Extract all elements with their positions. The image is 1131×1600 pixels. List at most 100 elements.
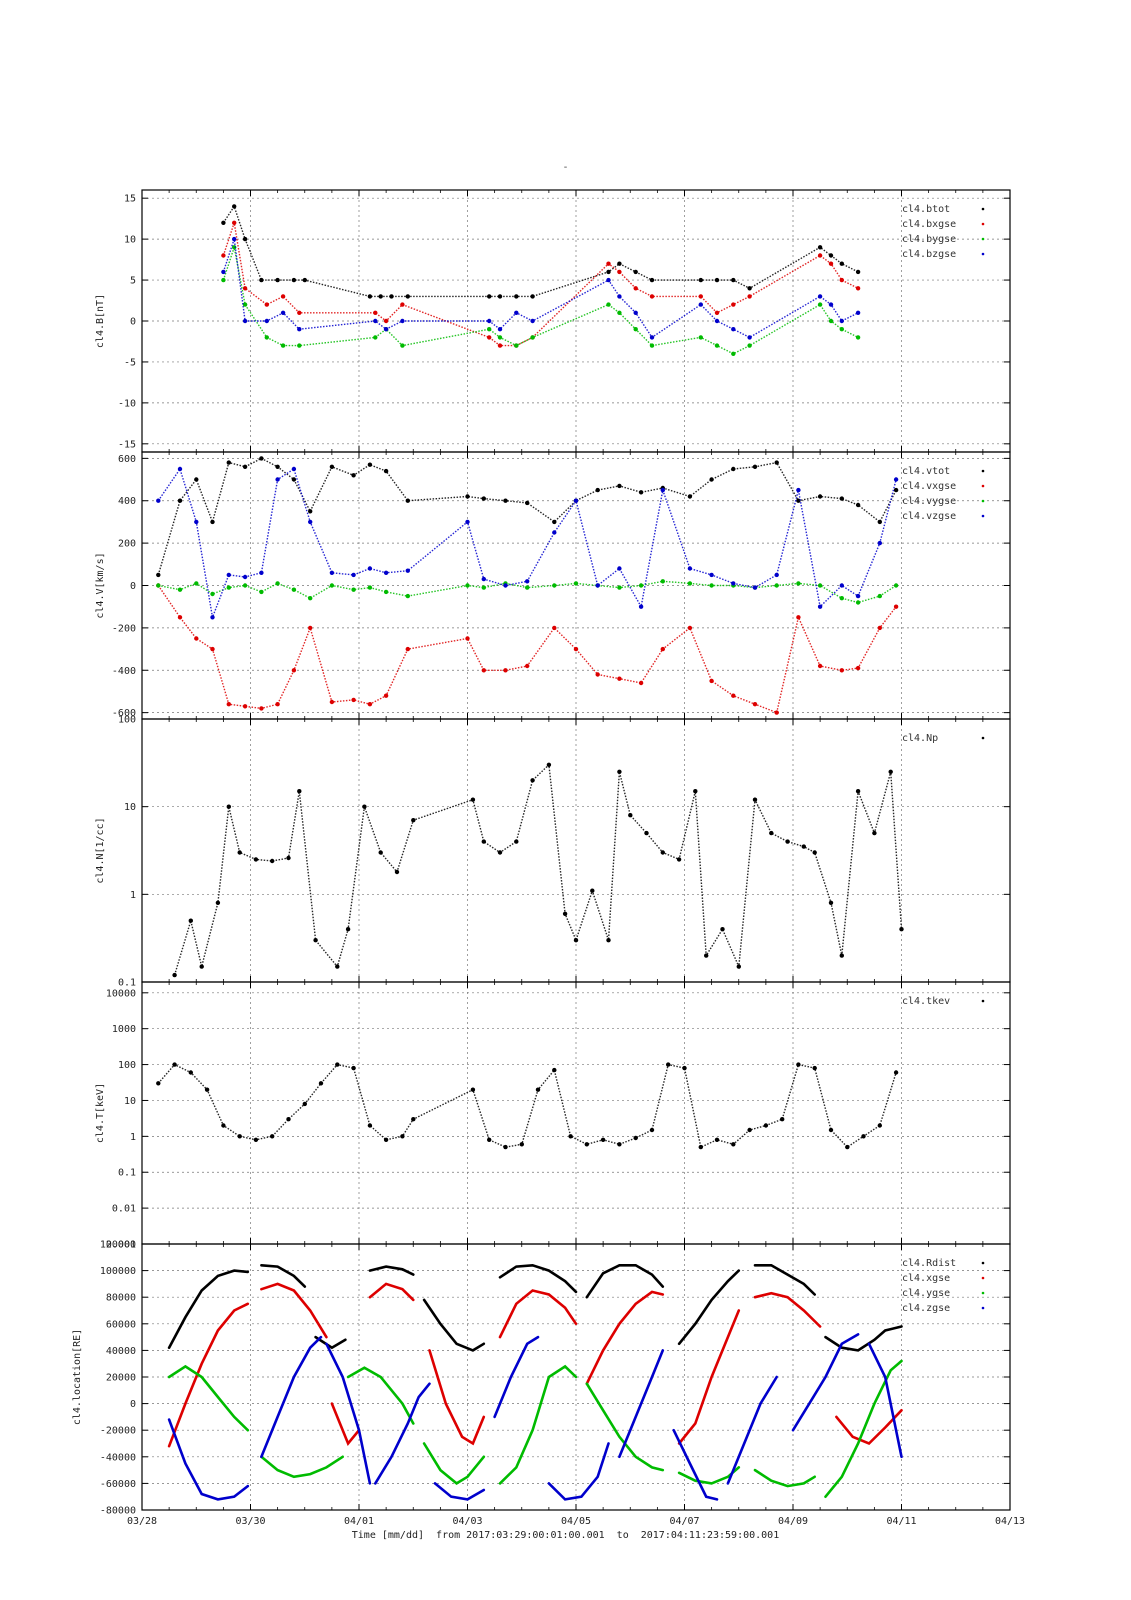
data-point bbox=[232, 220, 237, 225]
data-point bbox=[177, 615, 183, 620]
data-point bbox=[400, 343, 405, 348]
data-point bbox=[259, 456, 264, 461]
y-tick-label: 10 bbox=[124, 802, 136, 813]
data-point bbox=[872, 830, 877, 836]
data-point bbox=[405, 498, 410, 503]
data-point bbox=[568, 1134, 573, 1139]
data-point bbox=[275, 477, 280, 482]
y-tick-label: 100000 bbox=[100, 1266, 136, 1277]
data-point bbox=[242, 318, 248, 324]
data-point bbox=[503, 498, 508, 503]
data-point bbox=[242, 704, 248, 709]
data-point bbox=[649, 277, 655, 283]
data-point bbox=[617, 585, 622, 590]
data-point bbox=[367, 462, 373, 467]
data-point bbox=[552, 625, 557, 631]
data-point bbox=[562, 911, 568, 916]
data-point bbox=[297, 310, 302, 315]
y-tick-label: 0.1 bbox=[118, 1168, 136, 1179]
series-cl4.vzgse bbox=[156, 466, 899, 620]
data-point bbox=[264, 302, 269, 307]
data-point bbox=[525, 585, 530, 590]
data-point bbox=[855, 269, 861, 275]
data-point bbox=[817, 294, 823, 299]
y-axis-label: cl4.V[km/s] bbox=[95, 552, 106, 618]
data-point bbox=[731, 351, 736, 356]
data-point bbox=[774, 572, 779, 578]
data-point bbox=[291, 466, 297, 472]
data-point bbox=[752, 797, 758, 802]
data-point bbox=[221, 1123, 226, 1128]
data-point bbox=[345, 927, 351, 932]
legend-entry: cl4.Rdist bbox=[902, 1258, 956, 1269]
data-point bbox=[351, 587, 356, 592]
data-point bbox=[308, 625, 313, 631]
data-point bbox=[796, 1062, 801, 1067]
y-tick-label: 0 bbox=[130, 317, 136, 328]
data-point bbox=[302, 1101, 307, 1107]
data-point bbox=[666, 1062, 671, 1067]
y-tick-label: 10000 bbox=[106, 988, 136, 999]
data-point bbox=[481, 576, 486, 582]
data-point bbox=[546, 762, 552, 767]
data-point bbox=[497, 327, 503, 332]
panel-2: -600 -400 -200 0 200 400 600 cl4.V[km/s] cl4.vto… bbox=[95, 451, 1011, 720]
data-point bbox=[530, 318, 535, 324]
data-point bbox=[156, 572, 161, 578]
data-point bbox=[698, 335, 703, 340]
panel-3: 0.1 1 10 100 cl4.N[1/cc] cl4.Np bbox=[95, 715, 1011, 989]
data-point bbox=[351, 697, 356, 703]
data-point bbox=[514, 839, 519, 844]
data-point bbox=[318, 1081, 324, 1086]
data-point bbox=[877, 625, 882, 631]
data-point bbox=[752, 702, 758, 707]
data-point bbox=[638, 490, 644, 495]
data-point bbox=[839, 318, 844, 324]
panel-4: 0.001 0.01 0.1 1 10 100 1000 10000 cl4.T[keV] cl4… bbox=[95, 981, 1011, 1251]
data-point bbox=[481, 839, 486, 844]
legend-marker bbox=[981, 1276, 985, 1280]
data-point bbox=[275, 464, 280, 469]
data-point bbox=[275, 277, 280, 283]
data-point bbox=[221, 269, 226, 275]
data-point bbox=[660, 646, 665, 652]
data-point bbox=[465, 519, 470, 525]
data-point bbox=[411, 818, 416, 823]
data-point bbox=[172, 1062, 177, 1067]
y-tick-label: -200 bbox=[112, 623, 136, 634]
y-tick-label: -5 bbox=[124, 357, 136, 368]
data-point bbox=[617, 769, 622, 774]
data-point bbox=[855, 502, 861, 508]
data-point bbox=[383, 1137, 389, 1143]
y-tick-label: 200 bbox=[118, 539, 136, 550]
data-point bbox=[714, 277, 720, 283]
data-point bbox=[687, 581, 693, 586]
series-trace bbox=[222, 238, 859, 339]
data-point bbox=[497, 343, 503, 348]
data-point bbox=[210, 519, 215, 525]
data-point bbox=[329, 570, 335, 575]
legend-entry: cl4.bxgse bbox=[902, 219, 956, 230]
data-point bbox=[628, 813, 633, 818]
data-point bbox=[226, 585, 231, 590]
legend-entry: cl4.bygse bbox=[902, 234, 956, 245]
data-point bbox=[796, 581, 801, 586]
data-point bbox=[839, 277, 844, 283]
data-point bbox=[302, 277, 307, 283]
data-point bbox=[552, 530, 557, 535]
legend-marker bbox=[981, 1306, 985, 1310]
data-point bbox=[573, 581, 579, 586]
data-point bbox=[698, 1144, 703, 1150]
data-point bbox=[649, 335, 655, 340]
data-point bbox=[519, 1142, 524, 1147]
data-point bbox=[514, 294, 519, 299]
data-point bbox=[237, 1134, 242, 1139]
data-point bbox=[899, 927, 904, 932]
panel-data bbox=[167, 1263, 903, 1501]
data-point bbox=[888, 769, 893, 774]
y-tick-label: 100 bbox=[118, 715, 136, 726]
data-point bbox=[812, 850, 817, 855]
legend-marker bbox=[981, 514, 985, 518]
legend-marker bbox=[981, 499, 985, 503]
data-point bbox=[796, 498, 801, 503]
